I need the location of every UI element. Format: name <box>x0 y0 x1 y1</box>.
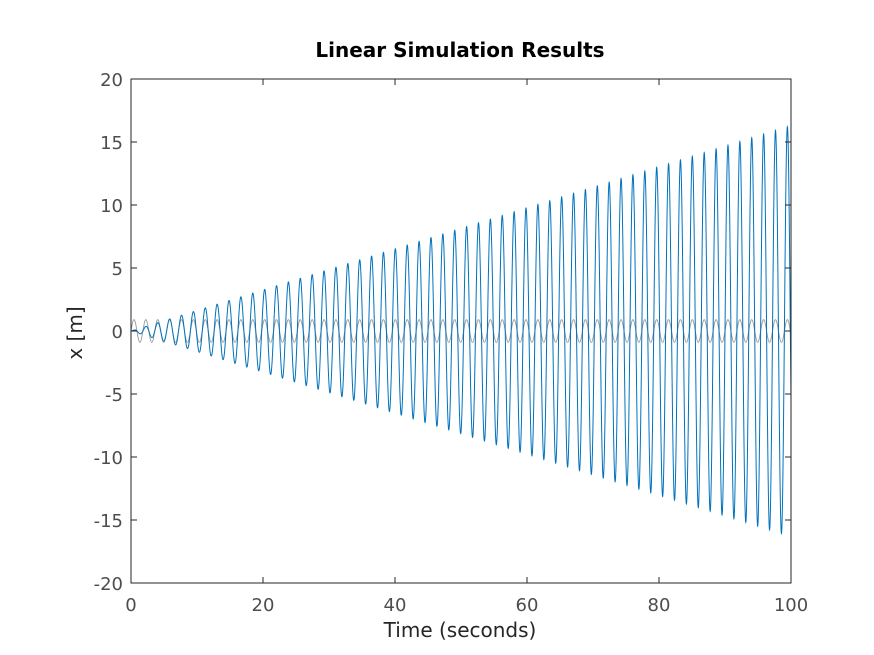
y-tick-label: 20 <box>100 70 123 91</box>
y-axis-label: x [m] <box>63 306 87 359</box>
chart-title: Linear Simulation Results <box>315 38 604 62</box>
y-tick-label: 0 <box>112 322 123 343</box>
x-tick-label: 80 <box>648 595 671 616</box>
axes-box <box>131 79 791 583</box>
series-line-response <box>131 125 792 536</box>
y-tick-label: -10 <box>94 448 123 469</box>
y-tick-label: -15 <box>94 511 123 532</box>
y-tick-label: 5 <box>112 259 123 280</box>
y-tick-label: -20 <box>94 574 123 595</box>
x-tick-label: 60 <box>516 595 539 616</box>
x-axis-label: Time (seconds) <box>383 618 537 642</box>
y-tick-label: 15 <box>100 133 123 154</box>
y-tick-label: 10 <box>100 196 123 217</box>
x-tick-label: 100 <box>774 595 808 616</box>
x-tick-label: 40 <box>384 595 407 616</box>
ticks-layer: 0 20 40 60 80 100 20 15 10 5 0 -5 -10 -15 -20 <box>94 70 809 616</box>
x-tick-label: 0 <box>125 595 136 616</box>
x-tick-label: 20 <box>252 595 275 616</box>
series-line-input <box>130 319 792 343</box>
plot-area: 0 20 40 60 80 100 20 15 10 5 0 -5 -10 -15 -20 <box>94 70 809 616</box>
y-tick-label: -5 <box>105 385 123 406</box>
series-layer <box>130 125 792 536</box>
